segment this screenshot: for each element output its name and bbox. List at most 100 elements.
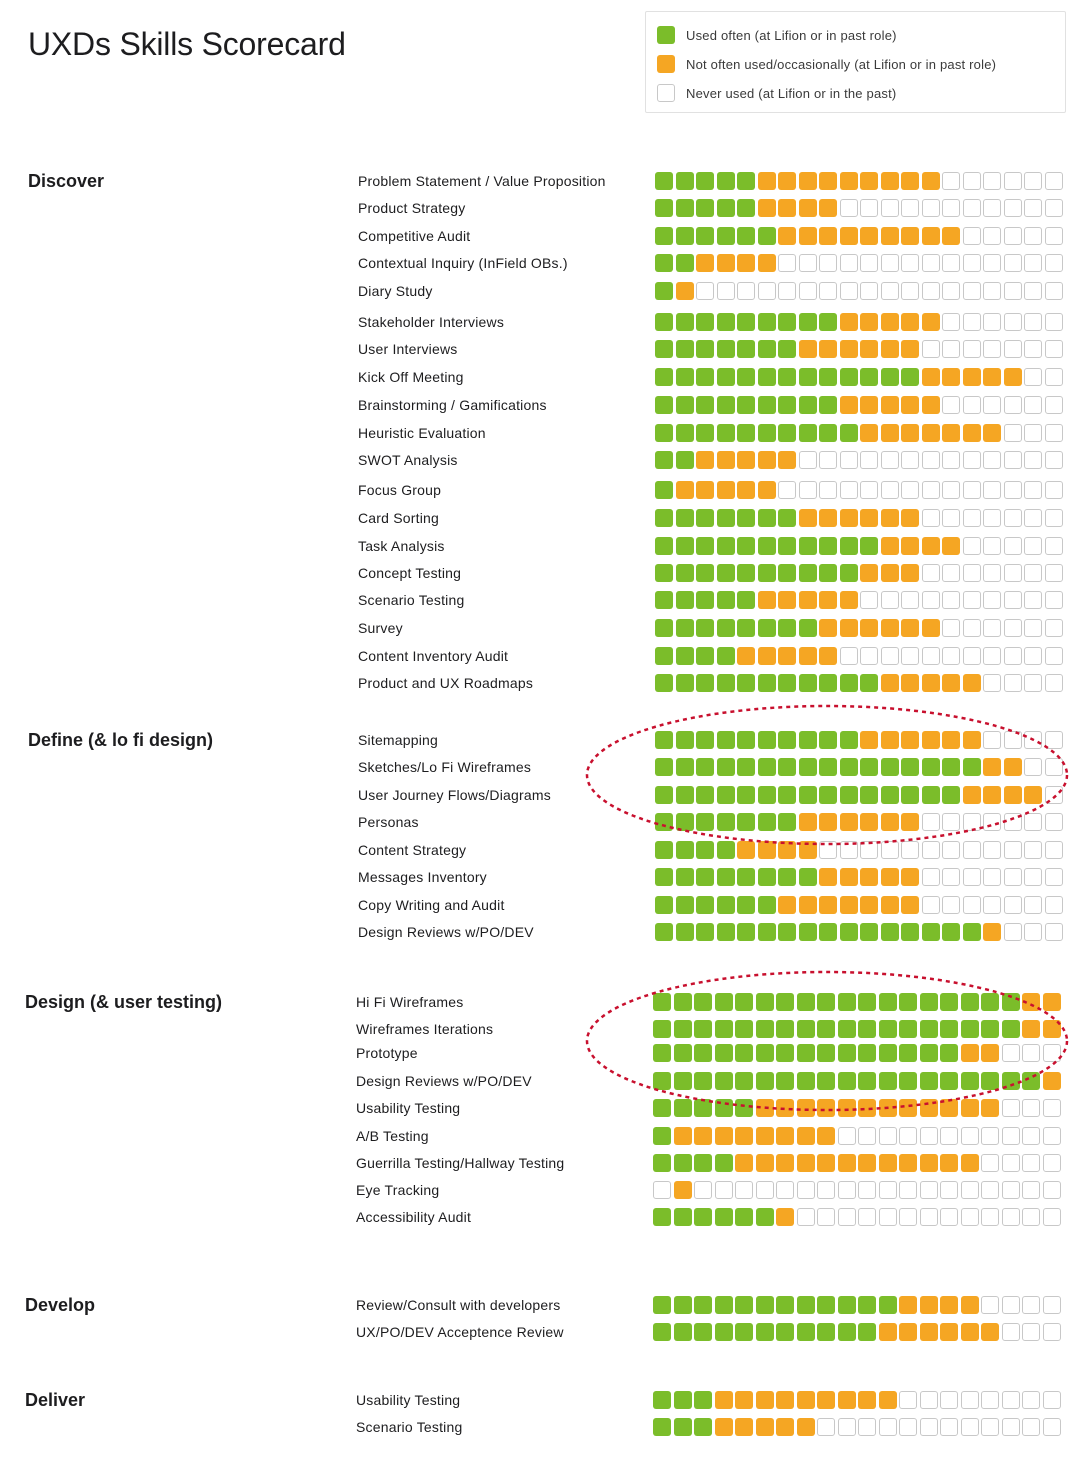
rating-cell-often (696, 368, 714, 386)
rating-cell-never (921, 340, 940, 358)
rating-cell-occasional (880, 313, 899, 331)
rating-cell-never (1044, 647, 1063, 665)
rating-cell-often (714, 1020, 733, 1038)
rating-cell-occasional (919, 1296, 938, 1314)
rating-cell-never (860, 481, 878, 499)
rating-cell-never (901, 841, 919, 859)
rating-cell-never (778, 481, 796, 499)
skill-label: UX/PO/DEV Acceptence Review (356, 1324, 564, 1340)
rating-cell-often (819, 674, 837, 692)
rating-cell-often (655, 841, 673, 859)
rating-cell-occasional (819, 647, 837, 665)
rating-cell-occasional (714, 1391, 733, 1409)
rating-cell-never (798, 451, 817, 469)
rating-cell-never (1044, 841, 1063, 859)
rating-cell-never (1024, 172, 1042, 190)
rating-cell-occasional (776, 1127, 794, 1145)
rating-cell-occasional (983, 424, 1001, 442)
rating-cell-often (735, 1323, 753, 1341)
rating-cell-occasional (880, 424, 899, 442)
rating-cell-often (940, 1020, 958, 1038)
rating-cell-never (962, 813, 981, 831)
rating-cell-often (675, 254, 694, 272)
rating-cell-often (714, 1296, 733, 1314)
rating-cell-occasional (921, 313, 940, 331)
rating-cell-occasional (921, 396, 940, 414)
rating-cell-often (655, 868, 673, 886)
rating-cell-never (880, 841, 899, 859)
rating-cell-never (817, 1208, 835, 1226)
rating-cell-occasional (757, 591, 776, 609)
rating-cell-never (880, 199, 899, 217)
rating-cell-occasional (755, 1418, 774, 1436)
skill-label: Review/Consult with developers (356, 1297, 561, 1313)
rating-cell-never (960, 1127, 979, 1145)
rating-cell-often (1022, 1072, 1040, 1090)
section-title: Deliver (25, 1390, 86, 1410)
rating-cell-often (757, 564, 776, 582)
rating-cell-often (716, 564, 735, 582)
rating-cell-often (796, 1044, 815, 1062)
rating-cell-never (962, 340, 981, 358)
rating-cell-occasional (919, 1099, 938, 1117)
rating-cell-often (880, 368, 899, 386)
rating-cell-often (880, 758, 899, 776)
rating-cell-occasional (880, 674, 899, 692)
rating-cell-often (798, 564, 817, 582)
rating-cell-occasional (755, 1099, 774, 1117)
rating-cell-often (837, 1323, 856, 1341)
rating-cell-occasional (675, 282, 694, 300)
rating-cell-never (880, 282, 899, 300)
rating-cell-occasional (798, 340, 817, 358)
rating-cell-never (942, 564, 960, 582)
rating-cell-often (694, 1391, 712, 1409)
rating-cell-often (757, 340, 776, 358)
rating-cell-never (1003, 481, 1022, 499)
rating-cell-often (735, 1044, 753, 1062)
rating-cell-occasional (798, 172, 817, 190)
rating-cell-occasional (757, 199, 776, 217)
rating-cell-occasional (860, 564, 878, 582)
rating-cell-never (878, 1418, 897, 1436)
rating-cell-often (716, 647, 735, 665)
rating-cell-never (942, 896, 960, 914)
rating-cell-often (673, 1020, 692, 1038)
rating-cell-often (858, 1296, 876, 1314)
rating-cell-often (737, 591, 755, 609)
rating-cell-never (1022, 1418, 1040, 1436)
rating-cell-often (655, 282, 673, 300)
rating-cell-occasional (755, 1154, 774, 1172)
rating-cell-often (675, 537, 694, 555)
legend-label: Never used (at Lifion or in the past) (686, 85, 897, 101)
rating-cell-never (942, 868, 960, 886)
skill-rating-row (655, 451, 1063, 469)
rating-cell-often (819, 923, 837, 941)
rating-cell-never (880, 451, 899, 469)
rating-cell-occasional (878, 1323, 897, 1341)
rating-cell-occasional (776, 1154, 794, 1172)
rating-cell-often (673, 1154, 692, 1172)
rating-cell-never (901, 254, 919, 272)
rating-cell-often (675, 313, 694, 331)
rating-cell-occasional (1003, 786, 1022, 804)
rating-cell-occasional (757, 481, 776, 499)
rating-cell-often (694, 1044, 712, 1062)
rating-cell-occasional (901, 313, 919, 331)
rating-cell-often (737, 424, 755, 442)
skill-rating-row (653, 1072, 1061, 1090)
rating-cell-never (1024, 868, 1042, 886)
rating-cell-often (696, 674, 714, 692)
rating-cell-often (737, 786, 755, 804)
skill-rating-row (655, 199, 1063, 217)
rating-cell-occasional (714, 1418, 733, 1436)
rating-cell-never (1024, 481, 1042, 499)
skill-rating-row (653, 1127, 1061, 1145)
rating-cell-never (1044, 481, 1063, 499)
rating-cell-occasional (839, 340, 858, 358)
rating-cell-occasional (962, 368, 981, 386)
rating-cell-never (1024, 619, 1042, 637)
rating-cell-often (675, 172, 694, 190)
skill-rating-row (655, 254, 1063, 272)
rating-cell-often (653, 1099, 671, 1117)
rating-cell-never (1022, 1181, 1040, 1199)
